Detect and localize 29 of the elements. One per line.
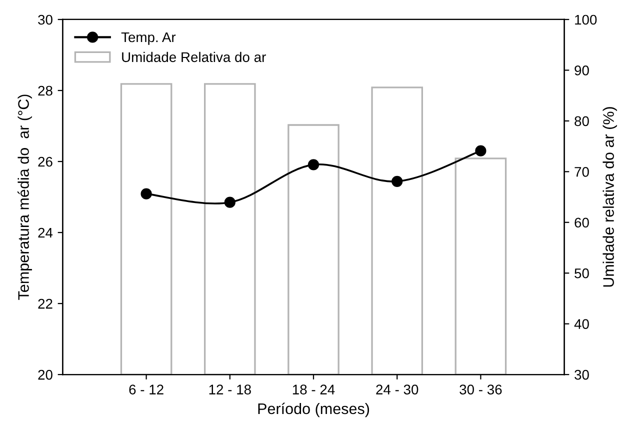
x-tick-label: 30 - 36 bbox=[460, 384, 502, 394]
y-tick-label: 30 bbox=[38, 14, 52, 25]
x-tick-label: 18 - 24 bbox=[292, 384, 335, 394]
legend-label: Umidade Relativa do ar bbox=[122, 52, 266, 62]
point bbox=[140, 188, 152, 200]
point bbox=[308, 159, 320, 170]
point bbox=[224, 196, 236, 208]
y2-tick-label: 60 bbox=[574, 218, 589, 228]
y-tick-label: 28 bbox=[38, 86, 52, 96]
x-tick-label: 6 - 12 bbox=[129, 384, 164, 394]
y-axis-title: Temperatura média do ar (°C) bbox=[18, 94, 32, 300]
y2-tick-label: 30 bbox=[574, 370, 589, 380]
y2-tick-label: 70 bbox=[574, 166, 589, 177]
point bbox=[475, 145, 486, 156]
y-tick-label: 24 bbox=[38, 228, 53, 238]
point bbox=[392, 176, 403, 187]
y-tick-label: 26 bbox=[38, 156, 52, 167]
x-axis-title: Período (meses) bbox=[258, 402, 370, 418]
y2-tick-label: 50 bbox=[574, 268, 589, 278]
x-tick-label: 12 - 18 bbox=[209, 384, 251, 394]
y-tick-label: 22 bbox=[38, 298, 52, 309]
y2-tick-label: 80 bbox=[574, 116, 589, 126]
y2-axis-title: Umidade relativa do ar (%) bbox=[602, 107, 617, 287]
y-tick-label: 20 bbox=[38, 370, 52, 380]
legend-label: Temp. Ar bbox=[121, 32, 176, 45]
x-tick-label: 24 - 30 bbox=[376, 384, 418, 394]
y2-tick-label: 100 bbox=[575, 14, 597, 25]
y2-tick-label: 90 bbox=[574, 66, 589, 76]
y2-tick-label: 40 bbox=[574, 319, 589, 329]
